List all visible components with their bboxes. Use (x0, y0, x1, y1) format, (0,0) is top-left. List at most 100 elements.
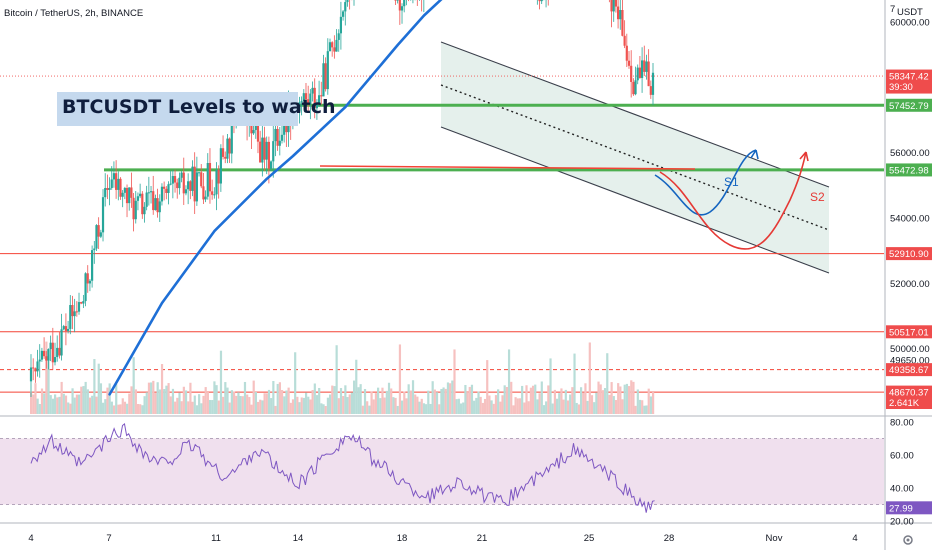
volume-bar (527, 401, 530, 414)
candle-body (261, 137, 264, 163)
candle-body (53, 357, 57, 363)
volume-bar (198, 394, 201, 414)
volume-bar (67, 402, 70, 414)
candle-body (56, 347, 59, 358)
volume-bar (58, 396, 61, 414)
volume-bar (514, 397, 517, 414)
candle-body (339, 16, 343, 34)
candle-body (128, 187, 131, 204)
volume-bar (206, 392, 209, 414)
volume-bar (158, 389, 161, 414)
candle-body (612, 0, 615, 12)
scenario-s2-path (659, 151, 807, 250)
volume-bar (523, 402, 526, 414)
volume-bar (429, 403, 432, 414)
level-badge-bg (886, 385, 932, 399)
volume-bar (407, 384, 410, 414)
candle-body (272, 141, 275, 162)
volume-bar (62, 393, 65, 414)
volume-bar (490, 400, 493, 414)
volume-bar (638, 399, 642, 414)
volume-bar (252, 380, 255, 414)
candle-body (328, 42, 332, 52)
volume-bar (442, 387, 445, 414)
candle-body (32, 367, 35, 369)
channel-upper-line (440, 41, 830, 188)
candle-body (320, 95, 323, 97)
volume-bar (115, 384, 118, 414)
volume-bar (473, 400, 476, 414)
volume-bar (104, 399, 107, 414)
candle-body (169, 183, 172, 185)
candle-body (304, 93, 308, 100)
time-axis-tick: 28 (664, 533, 675, 544)
volume-bar (139, 404, 142, 414)
volume-bar (503, 385, 506, 414)
volume-bar (208, 399, 212, 414)
candle-body (616, 6, 620, 20)
candle-body (645, 61, 648, 72)
volume-bar (324, 405, 327, 414)
volume-bar (529, 387, 532, 414)
volume-bar (566, 400, 570, 414)
volume-bar (335, 345, 338, 414)
volume-bar (357, 387, 360, 414)
volume-bar (420, 398, 423, 414)
volume-bar (263, 393, 266, 414)
volume-bar (586, 400, 589, 414)
level-badge: 57452.79 (889, 101, 929, 112)
volume-bar (525, 385, 528, 414)
candle-body (115, 173, 118, 190)
volume-bar (86, 389, 89, 414)
candle-body (95, 225, 98, 249)
candle-body (93, 248, 96, 251)
volume-bar (573, 353, 576, 414)
volume-bars (30, 341, 655, 414)
volume-bar (331, 385, 334, 414)
volume-bar (575, 402, 578, 414)
volume-bar (102, 402, 105, 414)
time-axis-tick: 4 (28, 533, 33, 544)
volume-bar (261, 400, 264, 414)
volume-bar (278, 382, 282, 414)
candle-body (178, 177, 181, 189)
volume-bar (219, 350, 223, 414)
candle-body (228, 138, 231, 154)
level-badge: 52910.90 (889, 249, 929, 260)
volume-bar (132, 357, 135, 414)
candle-body (265, 141, 268, 160)
volume-bar (379, 398, 382, 414)
candle-body (149, 191, 153, 193)
volume-bar (558, 393, 561, 414)
settings-gear-icon[interactable] (903, 535, 913, 545)
candle-body (651, 72, 655, 95)
level-badge-bg (886, 247, 932, 261)
candle-body (280, 134, 284, 141)
volume-bar (326, 397, 330, 414)
volume-bar (414, 394, 417, 414)
volume-bar (363, 388, 367, 414)
volume-bar (536, 399, 539, 414)
volume-bar (36, 398, 39, 414)
bar-countdown: 39:30 (889, 82, 913, 93)
volume-bar (562, 399, 565, 414)
volume-bar (99, 383, 103, 414)
candle-body (36, 361, 39, 372)
candle-body (40, 350, 44, 360)
volume-bar (289, 402, 292, 414)
candle-body (647, 61, 650, 87)
volume-bar (248, 397, 251, 414)
scenario-s1-path (654, 149, 757, 216)
volume-bar (276, 383, 279, 414)
candle-body (344, 2, 347, 12)
annotation-title: BTCUSDT Levels to watch (62, 96, 336, 118)
volume-bar (449, 383, 452, 414)
volume-bar (540, 381, 543, 414)
level-badge-bg (886, 325, 932, 339)
volume-bar (318, 387, 321, 414)
candle-body (91, 250, 94, 281)
candle-body (163, 186, 166, 189)
volume-bar (126, 403, 129, 414)
volume-bar (82, 386, 85, 414)
